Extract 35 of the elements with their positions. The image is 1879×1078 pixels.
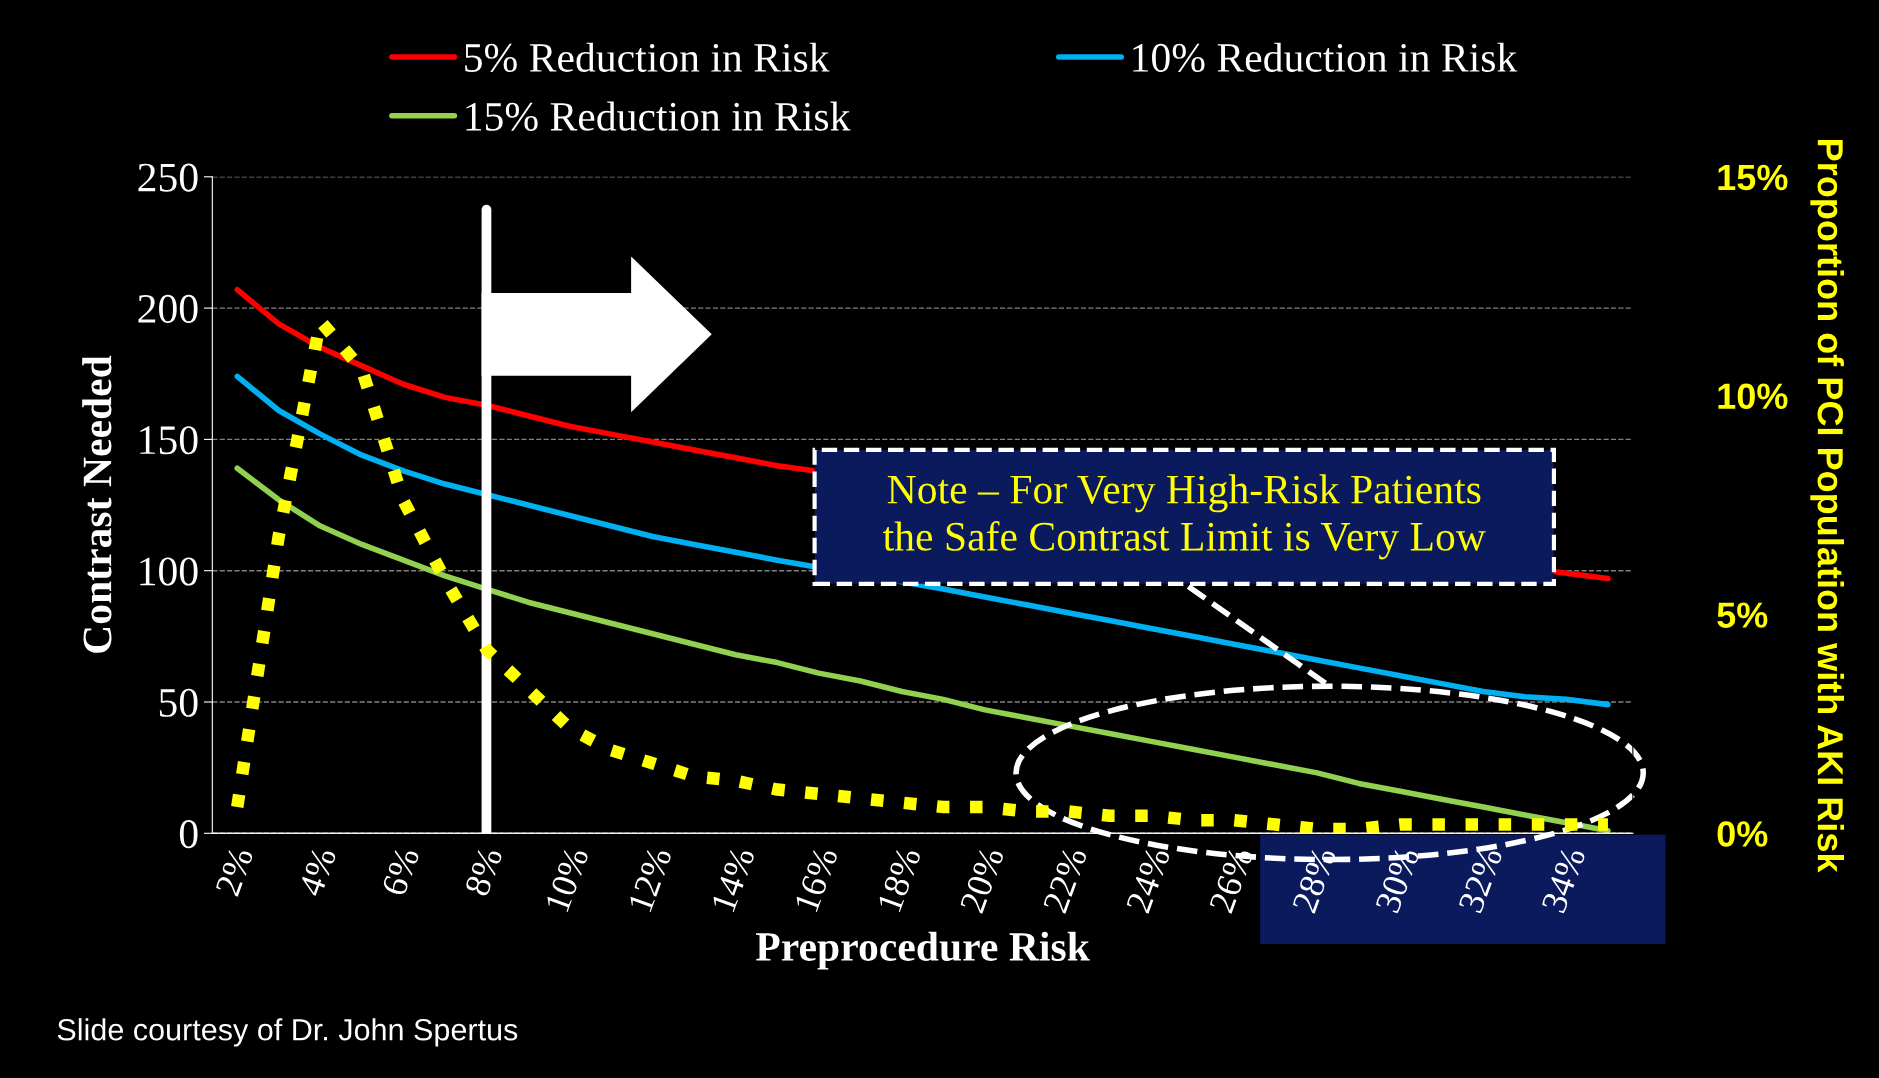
x-tick-label: 28% [1292,845,1337,914]
x-tick-label: 20% [959,845,1005,914]
x-tick-label: 6% [381,845,420,897]
x-tick-label: 24% [1125,845,1171,914]
x-tick-label: 14% [711,845,756,913]
y2-tick-label: 10% [1718,383,1788,410]
x-tick-label: 4% [297,845,337,898]
y-tick-label: 250 [138,163,198,192]
y-tick-label: 100 [140,557,198,586]
x-tick-label: 30% [1375,845,1420,914]
text: Slide courtesy of Dr. John Spertus [57,1018,518,1047]
y2-tick-label: 15% [1718,164,1788,191]
y2-axis-title: Proportion of PCI Population with AKI Risk [1810,140,1845,873]
legend-label: 10% Reduction in Risk [1133,42,1518,73]
y-tick-label: 50 [159,688,198,717]
y2-tick-label: 0% [1717,821,1768,847]
y-tick-label: 150 [140,426,198,455]
y-axis-title: Contrast Needed [82,355,112,653]
x-tick-label: 10% [544,845,590,913]
legend-label: 15% Reduction in Risk [466,101,851,131]
y-tick-label: 0 [179,820,198,849]
x-tick-label: 12% [627,845,673,913]
y2-tick-label: 5% [1717,602,1768,628]
x-tick-label: 2% [215,845,254,897]
x-tick-label: 16% [794,845,839,913]
annotation: Note – For Very High-Risk Patients the Safe Contrast Limit is Very Low [883,474,1486,560]
x-axis-title: Preprocedure Risk [756,931,1090,970]
x-tick-label: 18% [877,845,922,913]
x-tick-label: 32% [1458,845,1503,914]
x-tick-label: 34% [1541,845,1586,914]
x-tick-label: 8% [464,845,503,898]
y-tick-label: 200 [138,294,198,323]
legend-label: 5% Reduction in Risk [465,42,830,73]
x-tick-label: 22% [1042,845,1088,914]
x-tick-label: 26% [1208,845,1254,914]
